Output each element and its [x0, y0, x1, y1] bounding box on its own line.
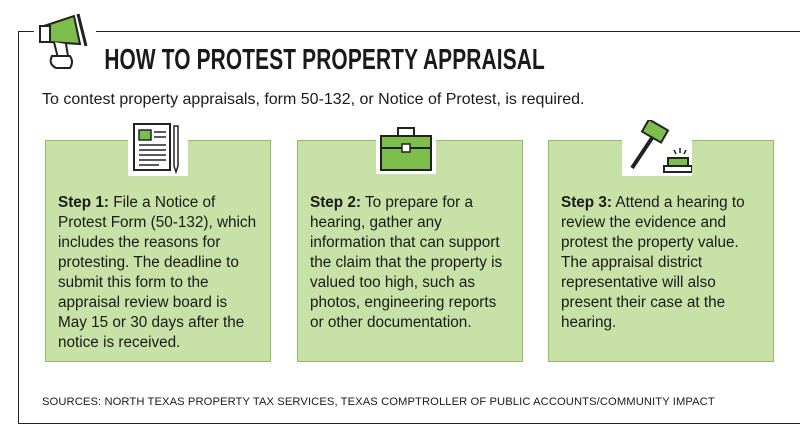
step-label: Step 3: — [561, 194, 612, 211]
step-box: Step 1: File a Notice of Protest Form (5… — [45, 140, 271, 362]
step-box: Step 3: Attend a hearing to review the e… — [548, 140, 774, 362]
frame — [18, 31, 800, 424]
document-icon — [128, 118, 188, 176]
gavel-icon — [622, 120, 692, 176]
megaphone-icon — [34, 6, 96, 72]
intro: To contest property appraisals, form 50-… — [42, 91, 585, 108]
step-box: Step 2: To prepare for a hearing, gather… — [297, 140, 523, 362]
title: HOW TO PROTEST PROPERTY APPRAISAL — [100, 44, 550, 77]
step-text: To prepare for a hearing, gather any inf… — [310, 194, 503, 331]
step-text: Attend a hearing to review the evidence … — [561, 194, 745, 331]
briefcase-icon — [376, 122, 436, 174]
step-text: File a Notice of Protest Form (50-132), … — [58, 194, 257, 351]
sources: SOURCES: NORTH TEXAS PROPERTY TAX SERVIC… — [42, 396, 715, 408]
step-label: Step 1: — [58, 194, 109, 211]
step-label: Step 2: — [310, 194, 361, 211]
